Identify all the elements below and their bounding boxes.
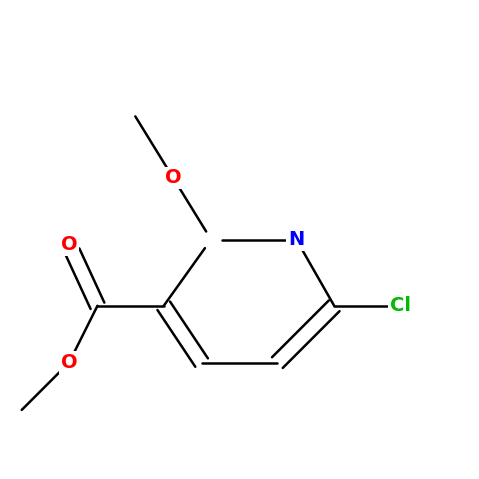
- Text: O: O: [61, 235, 78, 254]
- Text: Cl: Cl: [390, 297, 411, 315]
- Text: N: N: [288, 230, 305, 249]
- Text: O: O: [165, 169, 182, 187]
- Text: O: O: [61, 353, 78, 372]
